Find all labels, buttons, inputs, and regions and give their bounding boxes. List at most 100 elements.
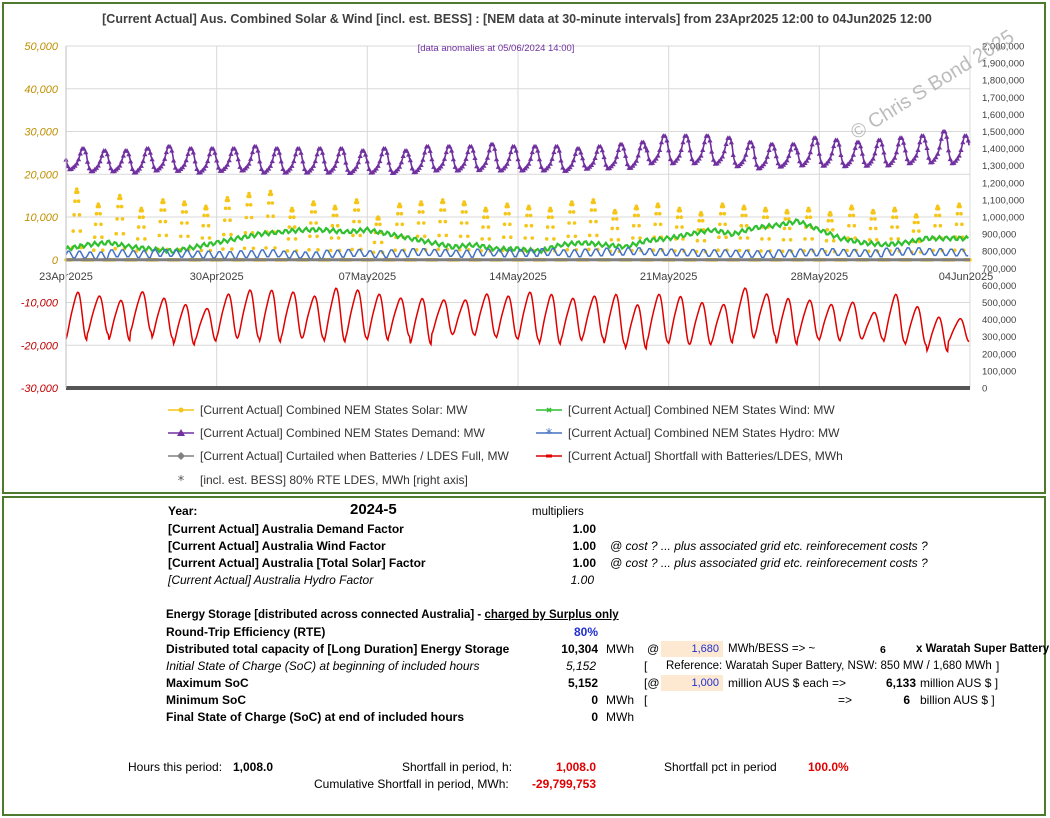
solar-point [482, 215, 486, 219]
solar-point [73, 199, 77, 203]
solar-point [958, 204, 962, 209]
solar-point [678, 208, 683, 213]
demand-marker [483, 160, 489, 165]
max-soc-label: Maximum SoC [166, 676, 249, 690]
initial-soc-value: 5,152 [565, 659, 596, 673]
demand-marker [813, 135, 819, 140]
demand-marker [506, 156, 512, 161]
solar-point [186, 234, 190, 239]
demand-marker [77, 150, 83, 156]
demand-marker [825, 158, 831, 164]
solar-point [75, 187, 79, 191]
arrow: => [838, 693, 853, 707]
solar-point [679, 215, 683, 219]
demand-marker [610, 161, 616, 167]
demand-marker [529, 149, 535, 155]
solar-point [163, 219, 168, 224]
solar-point [309, 210, 314, 214]
solar-point [291, 208, 295, 213]
demand-marker [418, 162, 424, 167]
demand-marker [461, 161, 467, 166]
demand-marker [899, 135, 905, 140]
demand-marker [761, 161, 767, 167]
solar-point [315, 234, 319, 239]
solar-point [141, 215, 145, 219]
demand-marker [936, 144, 943, 150]
axes: -30,000 -20,000 -10,000 0 10,000 20,000 30,000… [21, 41, 1025, 395]
min-soc-value: 0 [591, 693, 598, 707]
solar-point [100, 235, 104, 239]
demand-marker [924, 145, 930, 150]
solar-point [824, 238, 829, 243]
solar-point [959, 211, 963, 216]
solar-point [99, 222, 103, 227]
solar-point [205, 206, 209, 211]
mwh-per-bess-input[interactable]: 1,680 [661, 641, 723, 657]
solar-point [264, 246, 268, 250]
demand-marker [718, 156, 724, 162]
demand-marker [662, 133, 668, 138]
solar-point [229, 232, 233, 237]
right-tick-label: 600,000 [982, 281, 1016, 292]
demand-marker [104, 151, 110, 157]
solar-point [334, 206, 338, 211]
solar-point [506, 204, 510, 209]
right-tick-label: 400,000 [982, 315, 1016, 326]
demand-marker [874, 143, 880, 149]
solar-point [71, 229, 75, 233]
demand-marker [124, 148, 130, 153]
demand-marker [357, 153, 363, 158]
solar-point [810, 237, 814, 241]
solar-point [442, 208, 447, 212]
demand-marker [705, 133, 711, 138]
demand-marker [935, 151, 941, 156]
legend-swatch-marker [177, 452, 185, 460]
demand-marker [291, 158, 297, 164]
demand-marker [680, 139, 686, 145]
solar-point [611, 217, 615, 221]
demand-marker [526, 161, 532, 166]
solar-point [164, 233, 169, 238]
demand-marker [379, 151, 385, 157]
solar-point [874, 226, 878, 231]
solar-point [565, 248, 570, 252]
solar-point [594, 219, 598, 224]
demand-marker [944, 134, 950, 139]
demand-marker [508, 149, 514, 155]
solar-point [420, 202, 424, 207]
legend-swatch [168, 429, 194, 436]
demand-marker [386, 160, 392, 165]
solar-point [205, 213, 210, 218]
demand-marker [406, 152, 412, 157]
demand-marker [719, 153, 726, 159]
solar-point [740, 213, 744, 218]
solar-point [695, 238, 700, 243]
demand-marker [771, 145, 778, 151]
solar-point [938, 223, 943, 228]
cost-total: 6,133 [885, 676, 916, 690]
demand-marker [954, 156, 960, 161]
demand-marker [287, 166, 293, 171]
solar-point [135, 249, 139, 253]
multipliers-label: multipliers [532, 506, 584, 518]
demand-marker [366, 166, 372, 171]
solar-point [803, 237, 807, 241]
demand-marker [741, 156, 747, 162]
legend-swatch-marker [546, 407, 552, 413]
demand-marker [524, 163, 530, 169]
legend-swatch: * [536, 427, 562, 441]
min-soc-label: Minimum SoC [166, 693, 246, 707]
demand-marker [120, 153, 126, 158]
demand-marker [194, 166, 200, 171]
bess-count: 6 [880, 644, 886, 656]
demand-marker [210, 146, 216, 151]
cost-per-bess-input[interactable]: 1,000 [661, 675, 723, 691]
demand-marker [484, 155, 491, 160]
demand-marker [472, 155, 478, 160]
solar-point [93, 222, 98, 227]
solar-point [307, 248, 311, 252]
demand-marker [334, 158, 340, 164]
solar-point [912, 220, 917, 225]
storage-heading: Energy Storage [distributed across conne… [166, 608, 619, 622]
left-tick-label: -20,000 [21, 340, 59, 352]
